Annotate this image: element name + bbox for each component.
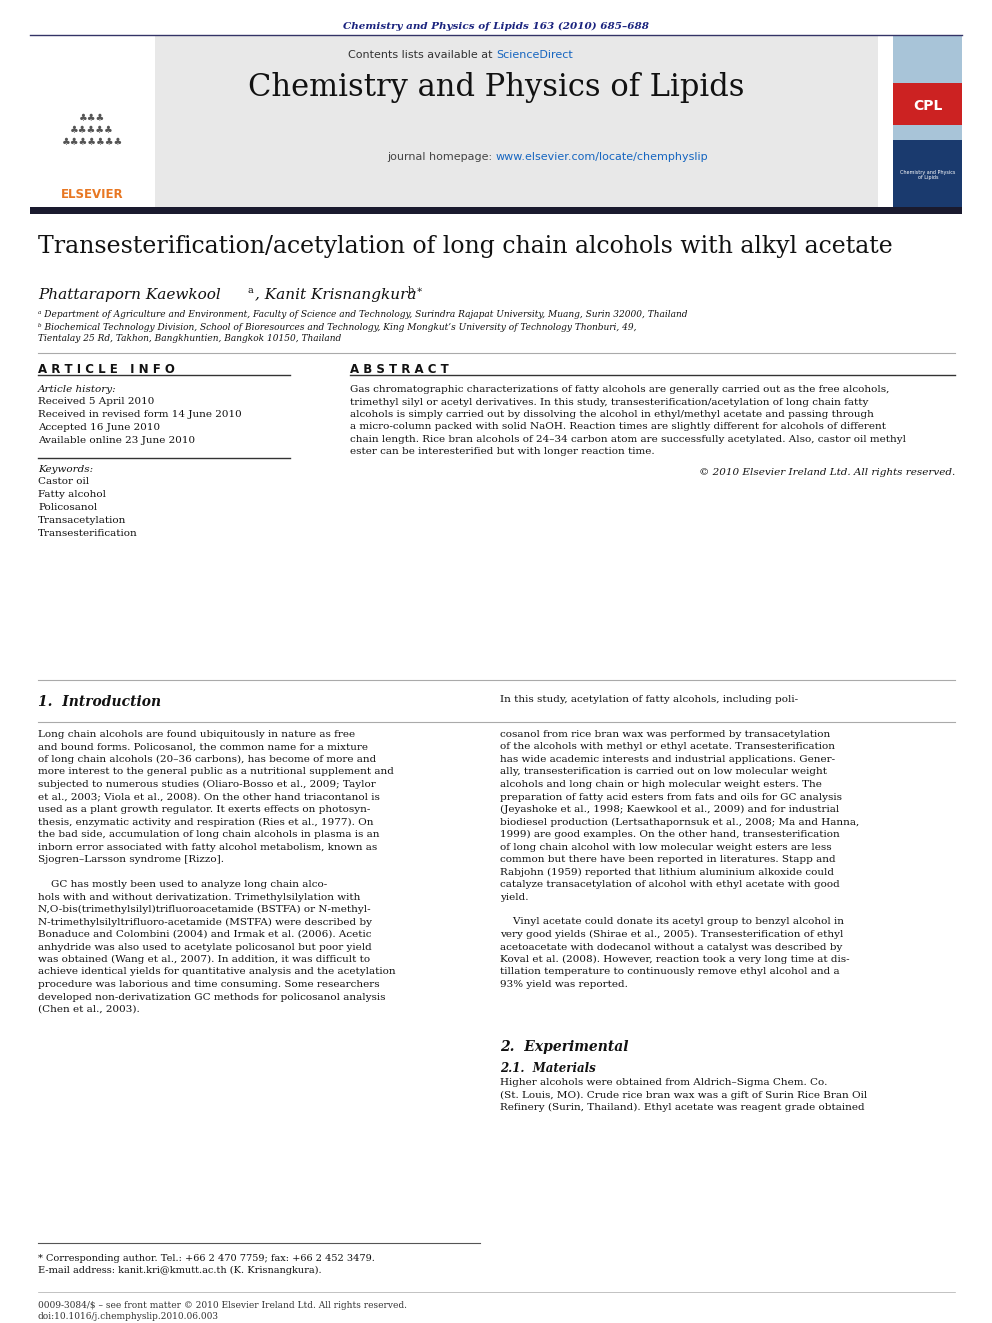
Text: anhydride was also used to acetylate policosanol but poor yield: anhydride was also used to acetylate pol…	[38, 942, 372, 951]
Text: © 2010 Elsevier Ireland Ltd. All rights reserved.: © 2010 Elsevier Ireland Ltd. All rights …	[698, 468, 955, 478]
Text: subjected to numerous studies (Oliaro-Bosso et al., 2009; Taylor: subjected to numerous studies (Oliaro-Bo…	[38, 781, 376, 789]
Text: thesis, enzymatic activity and respiration (Ries et al., 1977). On: thesis, enzymatic activity and respirati…	[38, 818, 374, 827]
Text: alcohols and long chain or high molecular weight esters. The: alcohols and long chain or high molecula…	[500, 781, 822, 789]
Text: * Corresponding author. Tel.: +66 2 470 7759; fax: +66 2 452 3479.: * Corresponding author. Tel.: +66 2 470 …	[38, 1254, 375, 1263]
Text: used as a plant growth regulator. It exerts effects on photosyn-: used as a plant growth regulator. It exe…	[38, 804, 370, 814]
Text: GC has mostly been used to analyze long chain alco-: GC has mostly been used to analyze long …	[38, 880, 327, 889]
Text: catalyze transacetylation of alcohol with ethyl acetate with good: catalyze transacetylation of alcohol wit…	[500, 880, 840, 889]
Text: , Kanit Krisnangkura: , Kanit Krisnangkura	[255, 288, 417, 302]
Bar	[893, 36, 962, 208]
Text: biodiesel production (Lertsathapornsuk et al., 2008; Ma and Hanna,: biodiesel production (Lertsathapornsuk e…	[500, 818, 859, 827]
Text: Gas chromatographic characterizations of fatty alcohols are generally carried ou: Gas chromatographic characterizations of…	[350, 385, 890, 394]
Text: chain length. Rice bran alcohols of 24–34 carbon atom are successfully acetylate: chain length. Rice bran alcohols of 24–3…	[350, 435, 906, 445]
Text: Chemistry and Physics
of Lipids: Chemistry and Physics of Lipids	[901, 169, 955, 180]
Text: cosanol from rice bran wax was performed by transacetylation: cosanol from rice bran wax was performed…	[500, 730, 830, 740]
Text: tillation temperature to continuously remove ethyl alcohol and a: tillation temperature to continuously re…	[500, 967, 839, 976]
Text: In this study, acetylation of fatty alcohols, including poli-: In this study, acetylation of fatty alco…	[500, 695, 799, 704]
Text: Received 5 April 2010: Received 5 April 2010	[38, 397, 155, 406]
Bar	[893, 83, 962, 124]
Text: et al., 2003; Viola et al., 2008). On the other hand triacontanol is: et al., 2003; Viola et al., 2008). On th…	[38, 792, 380, 802]
Text: ᵇ Biochemical Technology Division, School of Bioresources and Technology, King M: ᵇ Biochemical Technology Division, Schoo…	[38, 323, 637, 332]
Text: 93% yield was reported.: 93% yield was reported.	[500, 980, 628, 990]
Bar	[30, 36, 878, 208]
Bar	[893, 140, 962, 208]
Text: Contents lists available at: Contents lists available at	[348, 50, 496, 60]
Text: common but there have been reported in literatures. Stapp and: common but there have been reported in l…	[500, 855, 835, 864]
Bar	[30, 36, 155, 208]
Text: (Chen et al., 2003).: (Chen et al., 2003).	[38, 1005, 140, 1013]
Text: Chemistry and Physics of Lipids 163 (2010) 685–688: Chemistry and Physics of Lipids 163 (201…	[343, 22, 649, 32]
Text: ester can be interesterified but with longer reaction time.: ester can be interesterified but with lo…	[350, 447, 655, 456]
Text: Vinyl acetate could donate its acetyl group to benzyl alcohol in: Vinyl acetate could donate its acetyl gr…	[500, 917, 844, 926]
Text: hols with and without derivatization. Trimethylsilylation with: hols with and without derivatization. Tr…	[38, 893, 360, 901]
Text: Available online 23 June 2010: Available online 23 June 2010	[38, 437, 195, 445]
Text: Accepted 16 June 2010: Accepted 16 June 2010	[38, 423, 160, 433]
Text: a micro-column packed with solid NaOH. Reaction times are slightly different for: a micro-column packed with solid NaOH. R…	[350, 422, 886, 431]
Text: 0009-3084/$ – see front matter © 2010 Elsevier Ireland Ltd. All rights reserved.: 0009-3084/$ – see front matter © 2010 El…	[38, 1301, 407, 1310]
Text: of the alcohols with methyl or ethyl acetate. Transesterification: of the alcohols with methyl or ethyl ace…	[500, 742, 835, 751]
Text: b,∗: b,∗	[408, 286, 424, 295]
Text: Castor oil: Castor oil	[38, 478, 89, 486]
Text: 1.  Introduction: 1. Introduction	[38, 695, 161, 709]
Text: N,O-bis(trimethylsilyl)trifluoroacetamide (BSTFA) or N-methyl-: N,O-bis(trimethylsilyl)trifluoroacetamid…	[38, 905, 371, 914]
Text: Higher alcohols were obtained from Aldrich–Sigma Chem. Co.: Higher alcohols were obtained from Aldri…	[500, 1078, 827, 1088]
Text: preparation of fatty acid esters from fats and oils for GC analysis: preparation of fatty acid esters from fa…	[500, 792, 842, 802]
Text: Refinery (Surin, Thailand). Ethyl acetate was reagent grade obtained: Refinery (Surin, Thailand). Ethyl acetat…	[500, 1103, 865, 1113]
Text: Phattaraporn Kaewkool: Phattaraporn Kaewkool	[38, 288, 221, 302]
Text: and bound forms. Policosanol, the common name for a mixture: and bound forms. Policosanol, the common…	[38, 742, 368, 751]
Text: A B S T R A C T: A B S T R A C T	[350, 363, 448, 376]
Text: was obtained (Wang et al., 2007). In addition, it was difficult to: was obtained (Wang et al., 2007). In add…	[38, 955, 370, 964]
Text: Rabjohn (1959) reported that lithium aluminium alkoxide could: Rabjohn (1959) reported that lithium alu…	[500, 868, 834, 877]
Text: Received in revised form 14 June 2010: Received in revised form 14 June 2010	[38, 410, 242, 419]
Text: has wide academic interests and industrial applications. Gener-: has wide academic interests and industri…	[500, 755, 835, 763]
Text: Chemistry and Physics of Lipids: Chemistry and Physics of Lipids	[248, 71, 744, 103]
Text: Sjogren–Larsson syndrome [Rizzo].: Sjogren–Larsson syndrome [Rizzo].	[38, 855, 224, 864]
Text: ally, transesterification is carried out on low molecular weight: ally, transesterification is carried out…	[500, 767, 827, 777]
Text: doi:10.1016/j.chemphyslip.2010.06.003: doi:10.1016/j.chemphyslip.2010.06.003	[38, 1312, 219, 1320]
Text: journal homepage:: journal homepage:	[387, 152, 496, 161]
Bar	[30, 206, 962, 214]
Text: Transacetylation: Transacetylation	[38, 516, 126, 525]
Text: more interest to the general public as a nutritional supplement and: more interest to the general public as a…	[38, 767, 394, 777]
Text: ᵃ Department of Agriculture and Environment, Faculty of Science and Technology, : ᵃ Department of Agriculture and Environm…	[38, 310, 687, 319]
Text: Fatty alcohol: Fatty alcohol	[38, 490, 106, 499]
Text: procedure was laborious and time consuming. Some researchers: procedure was laborious and time consumi…	[38, 980, 380, 990]
Text: of long chain alcohol with low molecular weight esters are less: of long chain alcohol with low molecular…	[500, 843, 831, 852]
Text: ELSEVIER: ELSEVIER	[61, 188, 123, 201]
Text: E-mail address: kanit.kri@kmutt.ac.th (K. Krisnangkura).: E-mail address: kanit.kri@kmutt.ac.th (K…	[38, 1266, 321, 1275]
Text: yield.: yield.	[500, 893, 529, 901]
Text: of long chain alcohols (20–36 carbons), has become of more and: of long chain alcohols (20–36 carbons), …	[38, 755, 376, 765]
Text: achieve identical yields for quantitative analysis and the acetylation: achieve identical yields for quantitativ…	[38, 967, 396, 976]
Text: www.elsevier.com/locate/chemphyslip: www.elsevier.com/locate/chemphyslip	[496, 152, 708, 161]
Text: (St. Louis, MO). Crude rice bran wax was a gift of Surin Rice Bran Oil: (St. Louis, MO). Crude rice bran wax was…	[500, 1090, 867, 1099]
Text: 2.1.  Materials: 2.1. Materials	[500, 1062, 596, 1076]
Text: ♣♣♣
♣♣♣♣♣
♣♣♣♣♣♣♣: ♣♣♣ ♣♣♣♣♣ ♣♣♣♣♣♣♣	[62, 114, 123, 147]
Text: the bad side, accumulation of long chain alcohols in plasma is an: the bad side, accumulation of long chain…	[38, 830, 380, 839]
Text: Transesterification: Transesterification	[38, 529, 138, 538]
Text: acetoacetate with dodecanol without a catalyst was described by: acetoacetate with dodecanol without a ca…	[500, 942, 842, 951]
Text: 2.  Experimental: 2. Experimental	[500, 1040, 629, 1054]
Text: alcohols is simply carried out by dissolving the alcohol in ethyl/methyl acetate: alcohols is simply carried out by dissol…	[350, 410, 874, 419]
Text: developed non-derivatization GC methods for policosanol analysis: developed non-derivatization GC methods …	[38, 992, 386, 1002]
Text: Transesterification/acetylation of long chain alcohols with alkyl acetate: Transesterification/acetylation of long …	[38, 235, 893, 258]
Text: inborn error associated with fatty alcohol metabolism, known as: inborn error associated with fatty alcoh…	[38, 843, 377, 852]
Text: Bonaduce and Colombini (2004) and Irmak et al. (2006). Acetic: Bonaduce and Colombini (2004) and Irmak …	[38, 930, 371, 939]
Text: CPL: CPL	[914, 99, 942, 112]
Text: (Jeyashoke et al., 1998; Kaewkool et al., 2009) and for industrial: (Jeyashoke et al., 1998; Kaewkool et al.…	[500, 804, 839, 814]
Text: Long chain alcohols are found ubiquitously in nature as free: Long chain alcohols are found ubiquitous…	[38, 730, 355, 740]
Text: very good yields (Shirae et al., 2005). Transesterification of ethyl: very good yields (Shirae et al., 2005). …	[500, 930, 843, 939]
Text: Keywords:: Keywords:	[38, 464, 93, 474]
Text: Tientalay 25 Rd, Takhon, Bangkhuntien, Bangkok 10150, Thailand: Tientalay 25 Rd, Takhon, Bangkhuntien, B…	[38, 333, 341, 343]
Text: Article history:: Article history:	[38, 385, 117, 394]
Text: N-trimethylsilyltrifluoro-acetamide (MSTFA) were described by: N-trimethylsilyltrifluoro-acetamide (MST…	[38, 917, 372, 926]
Text: A R T I C L E   I N F O: A R T I C L E I N F O	[38, 363, 175, 376]
Text: a: a	[248, 286, 254, 295]
Text: Policosanol: Policosanol	[38, 503, 97, 512]
Text: ScienceDirect: ScienceDirect	[496, 50, 572, 60]
Text: 1999) are good examples. On the other hand, transesterification: 1999) are good examples. On the other ha…	[500, 830, 840, 839]
Text: Koval et al. (2008). However, reaction took a very long time at dis-: Koval et al. (2008). However, reaction t…	[500, 955, 849, 964]
Text: trimethyl silyl or acetyl derivatives. In this study, transesterification/acetyl: trimethyl silyl or acetyl derivatives. I…	[350, 397, 868, 406]
